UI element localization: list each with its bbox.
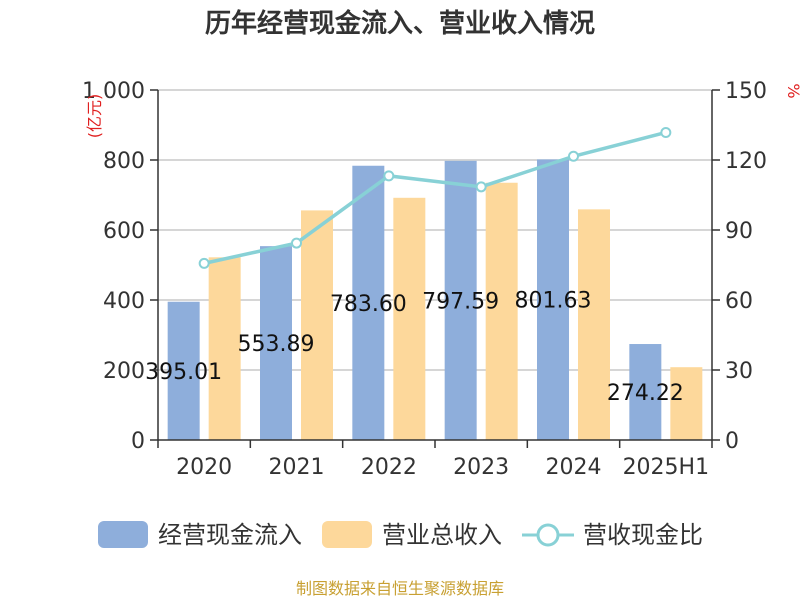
- ratio-line: [203, 130, 667, 266]
- ratio-line-layer: [198, 126, 672, 269]
- right-axis-unit: %: [784, 83, 800, 98]
- chart-title: 历年经营现金流入、营业收入情况: [205, 8, 595, 39]
- data-label-cash-inflow: 274.22: [607, 381, 684, 406]
- legend: 经营现金流入 营业总收入 营收现金比: [98, 521, 703, 549]
- ratio-point: [383, 170, 395, 182]
- left-axis-tick-label: 400: [103, 289, 145, 314]
- right-axis-tick-label: 60: [725, 289, 753, 314]
- ratio-point: [568, 150, 579, 162]
- bar-revenue: [578, 209, 610, 440]
- axes-layer: 0 200 400 600 800 1 000 0 30 60 90 120 150 2020 2021 2…: [82, 79, 767, 480]
- x-axis-tick-label: 2023: [453, 455, 509, 480]
- left-axis-tick-label: 800: [103, 149, 145, 174]
- right-axis-tick-label: 120: [725, 149, 767, 174]
- bar-cash-inflow: [629, 344, 662, 440]
- legend-label-ratio: 营收现金比: [583, 521, 703, 549]
- legend-swatch-ratio-marker: [536, 523, 560, 547]
- left-axis-tick-label: 1 000: [82, 79, 145, 104]
- right-axis-tick-label: 30: [725, 359, 753, 384]
- bar-revenue: [670, 367, 703, 440]
- bar-revenue: [485, 182, 518, 440]
- x-axis-tick-label: 2020: [176, 455, 232, 480]
- bar-cash-inflow: [537, 159, 569, 440]
- ratio-point: [660, 126, 672, 138]
- ratio-point: [291, 237, 302, 249]
- bar-cash-inflow: [444, 160, 477, 440]
- bar-revenue: [208, 257, 241, 440]
- left-axis-tick-label: 600: [103, 219, 145, 244]
- right-axis-tick-label: 0: [725, 429, 739, 454]
- x-axis-tick-label: 2025H1: [623, 455, 710, 480]
- bars-layer: [167, 159, 703, 441]
- data-label-cash-inflow: 801.63: [515, 289, 592, 314]
- x-axis-tick-label: 2022: [361, 455, 417, 480]
- source-note: 制图数据来自恒生聚源数据库: [296, 579, 504, 598]
- legend-swatch-revenue: [322, 521, 372, 548]
- data-label-cash-inflow: 797.59: [422, 289, 499, 314]
- legend-label-cash-inflow: 经营现金流入: [158, 521, 302, 549]
- bar-revenue: [393, 197, 426, 440]
- ratio-point: [475, 181, 487, 193]
- bar-revenue: [301, 210, 333, 440]
- data-label-cash-inflow: 395.01: [145, 360, 222, 385]
- left-axis-unit: (亿元): [85, 94, 104, 139]
- right-axis-tick-label: 150: [725, 79, 767, 104]
- legend-swatch-cash-inflow: [98, 521, 148, 548]
- bar-cash-inflow: [352, 165, 385, 441]
- bar-cash-inflow: [167, 301, 200, 440]
- left-axis-tick-label: 200: [103, 359, 145, 384]
- x-axis-tick-label: 2021: [269, 455, 325, 480]
- right-axis-tick-label: 90: [725, 219, 753, 244]
- legend-label-revenue: 营业总收入: [382, 521, 502, 549]
- grid-lines: [158, 89, 712, 371]
- left-axis-tick-label: 0: [131, 429, 145, 454]
- data-label-cash-inflow: 553.89: [238, 332, 315, 357]
- x-axis-tick-label: 2024: [546, 455, 602, 480]
- data-label-cash-inflow: 783.60: [330, 292, 407, 317]
- bar-cash-inflow: [260, 246, 292, 440]
- ratio-point: [198, 257, 210, 269]
